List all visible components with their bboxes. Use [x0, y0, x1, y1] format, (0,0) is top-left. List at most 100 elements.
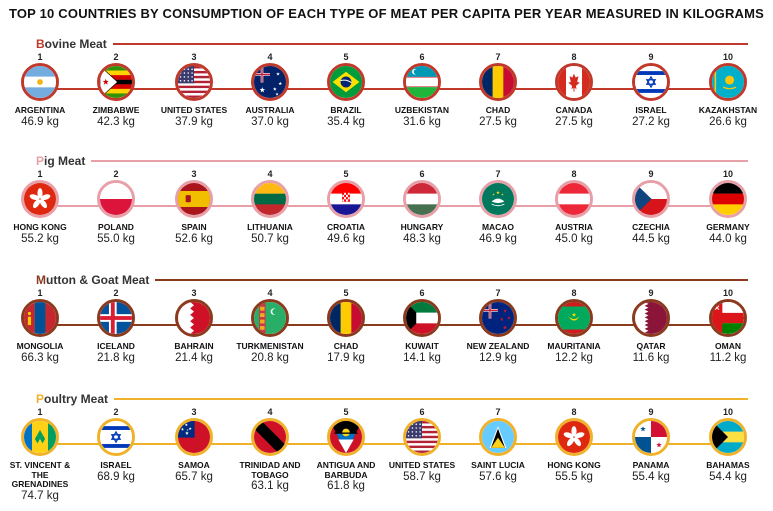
- country-name: MONGOLIA: [16, 341, 64, 351]
- rank-number: 3: [191, 169, 197, 179]
- consumption-value: 54.4 kg: [709, 470, 747, 483]
- rank-number: 9: [648, 407, 654, 417]
- consumption-value: 55.0 kg: [97, 232, 135, 245]
- consumption-value: 57.6 kg: [479, 470, 517, 483]
- czechia-flag-icon: [632, 180, 670, 218]
- section-header: Mutton & Goat Meat: [36, 272, 748, 288]
- consumption-value: 46.9 kg: [21, 115, 59, 128]
- uzbekistan-flag-icon: [403, 63, 441, 101]
- germany-flag-icon: [709, 180, 747, 218]
- country-name: TURKMENISTAN: [236, 341, 304, 351]
- country-name: ST. VINCENT & THE GRENADINES: [9, 460, 71, 489]
- rank-number: 8: [571, 52, 577, 62]
- rank-number: 1: [37, 169, 43, 179]
- chad-flag-icon: [479, 63, 517, 101]
- stlucia-flag-icon: [479, 418, 517, 456]
- consumption-value: 27.2 kg: [632, 115, 670, 128]
- mongolia-flag-icon: [21, 299, 59, 337]
- section-bovine: Bovine Meat 1 ARGENTINA 46.9 kg 2 ZIMBABWE 42.…: [0, 36, 773, 154]
- country-name: UNITED STATES: [388, 460, 456, 470]
- usa-flag-icon: [403, 418, 441, 456]
- country-entry: 1 ARGENTINA 46.9 kg: [2, 52, 78, 129]
- stvincent-flag-icon: [21, 418, 59, 456]
- country-name: POLAND: [98, 222, 134, 232]
- country-entry: 2 ZIMBABWE 42.3 kg: [78, 52, 154, 129]
- oman-flag-icon: [709, 299, 747, 337]
- rank-number: 3: [191, 407, 197, 417]
- consumption-value: 63.1 kg: [251, 480, 289, 492]
- newzealand-flag-icon: [479, 299, 517, 337]
- country-name: MACAO: [481, 222, 515, 232]
- country-entry: 8 HONG KONG 55.5 kg: [536, 407, 612, 484]
- country-entry: 1 HONG KONG 55.2 kg: [2, 169, 78, 246]
- rank-number: 4: [267, 169, 273, 179]
- country-name: HONG KONG: [13, 222, 67, 232]
- zimbabwe-flag-icon: [97, 63, 135, 101]
- rank-number: 7: [495, 52, 501, 62]
- section-header: Poultry Meat: [36, 391, 748, 407]
- consumption-value: 49.6 kg: [327, 232, 365, 245]
- country-entry: 7 MACAO 46.9 kg: [460, 169, 536, 246]
- bahrain-flag-icon: [175, 299, 213, 337]
- brazil-flag-icon: [327, 63, 365, 101]
- rank-number: 3: [191, 288, 197, 298]
- consumption-value: 55.5 kg: [555, 470, 593, 483]
- rank-number: 5: [343, 407, 349, 417]
- country-name: GERMANY: [706, 222, 750, 232]
- iceland-flag-icon: [97, 299, 135, 337]
- consumption-value: 44.5 kg: [632, 232, 670, 245]
- rank-number: 10: [722, 288, 733, 298]
- country-entry: 3 SPAIN 52.6 kg: [156, 169, 232, 246]
- country-name: CZECHIA: [632, 222, 670, 232]
- usa-flag-icon: [175, 63, 213, 101]
- country-name: CANADA: [555, 105, 593, 115]
- kazakhstan-flag-icon: [709, 63, 747, 101]
- country-name: UZBEKISTAN: [394, 105, 450, 115]
- rank-number: 7: [495, 169, 501, 179]
- country-name: ISRAEL: [635, 105, 667, 115]
- section-connector-line: [40, 324, 742, 326]
- country-entry: 8 MAURITANIA 12.2 kg: [536, 288, 612, 365]
- country-entry: 3 UNITED STATES 37.9 kg: [156, 52, 232, 129]
- section-title-rest: oultry Meat: [44, 392, 109, 406]
- rank-number: 2: [113, 52, 119, 62]
- country-entry: 9 ISRAEL 27.2 kg: [613, 52, 689, 129]
- country-entry: 1 MONGOLIA 66.3 kg: [2, 288, 78, 365]
- chart-title: TOP 10 COUNTRIES BY CONSUMPTION OF EACH …: [8, 6, 765, 21]
- argentina-flag-icon: [21, 63, 59, 101]
- consumption-value: 11.6 kg: [632, 351, 670, 364]
- rank-number: 6: [419, 169, 425, 179]
- country-name: HUNGARY: [400, 222, 444, 232]
- country-name: PANAMA: [632, 460, 670, 470]
- consumption-value: 55.4 kg: [632, 470, 670, 483]
- hongkong-flag-icon: [555, 418, 593, 456]
- country-entry: 2 POLAND 55.0 kg: [78, 169, 154, 246]
- country-name: CROATIA: [326, 222, 366, 232]
- rank-number: 10: [722, 169, 733, 179]
- australia-flag-icon: [251, 63, 289, 101]
- consumption-value: 45.0 kg: [555, 232, 593, 245]
- turkmenistan-flag-icon: [251, 299, 289, 337]
- section-rule: [114, 398, 748, 400]
- country-name: NEW ZEALAND: [466, 341, 530, 351]
- section-header: Bovine Meat: [36, 36, 748, 52]
- rank-number: 2: [113, 407, 119, 417]
- consumption-value: 35.4 kg: [327, 115, 365, 128]
- rank-number: 3: [191, 52, 197, 62]
- country-name: SAINT LUCIA: [471, 460, 525, 470]
- consumption-value: 68.9 kg: [97, 470, 135, 483]
- consumption-value: 66.3 kg: [21, 351, 59, 364]
- country-entry: 9 PANAMA 55.4 kg: [613, 407, 689, 484]
- country-name: ANTIGUA AND BARBUDA: [316, 460, 376, 480]
- macao-flag-icon: [479, 180, 517, 218]
- country-entry: 6 UNITED STATES 58.7 kg: [384, 407, 460, 484]
- section-title-rest: ovine Meat: [44, 37, 107, 51]
- section-title: Bovine Meat: [36, 37, 107, 51]
- rank-number: 5: [343, 52, 349, 62]
- country-entry: 5 BRAZIL 35.4 kg: [308, 52, 384, 129]
- country-name: ZIMBABWE: [92, 105, 140, 115]
- section-title-initial: B: [36, 37, 45, 51]
- section-title-initial: P: [36, 154, 45, 168]
- section-title: Poultry Meat: [36, 392, 108, 406]
- consumption-value: 44.0 kg: [709, 232, 747, 245]
